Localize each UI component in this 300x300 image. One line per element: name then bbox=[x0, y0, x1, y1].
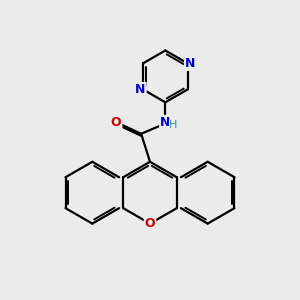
Text: O: O bbox=[111, 116, 122, 128]
Text: N: N bbox=[135, 83, 146, 96]
Text: N: N bbox=[160, 116, 170, 129]
Text: N: N bbox=[185, 57, 195, 70]
Text: O: O bbox=[145, 217, 155, 230]
Text: H: H bbox=[169, 120, 178, 130]
